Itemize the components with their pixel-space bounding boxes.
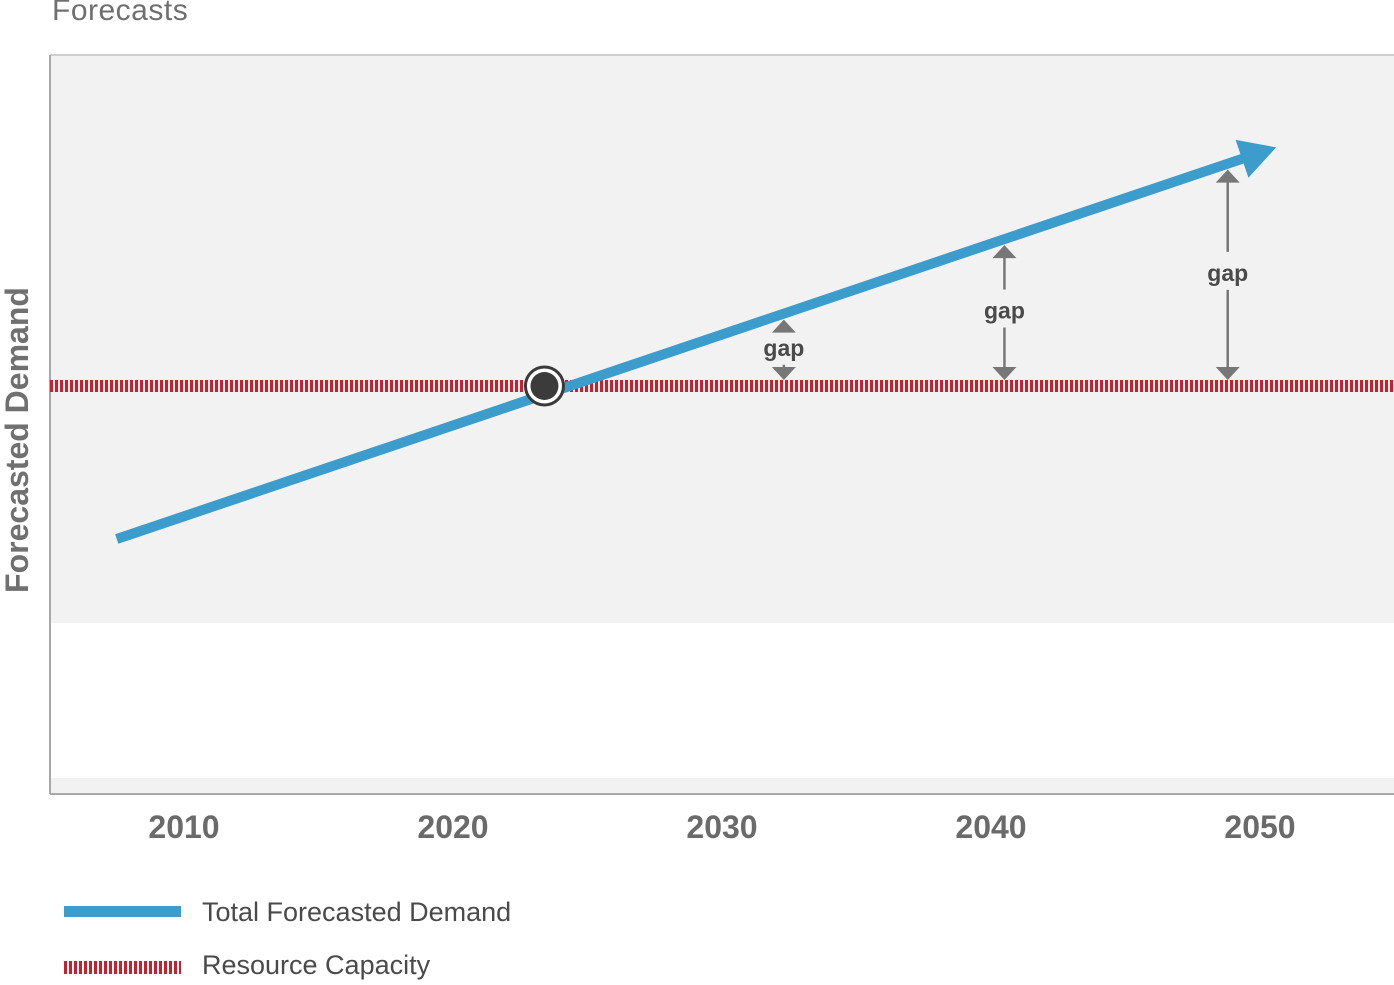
gap-annotation: gap [1207,169,1248,380]
gap-arrow-down [771,367,796,380]
legend-swatch-demand [64,906,181,917]
intersection-marker [530,372,559,400]
gap-arrow-down [1215,367,1240,380]
gap-label: gap [1207,260,1248,286]
x-tick-label: 2010 [148,809,219,845]
legend-label-capacity: Resource Capacity [202,950,431,980]
gap-arrow-up [771,319,796,333]
gap-label: gap [984,298,1025,324]
page-title: Forecasts [52,0,189,27]
demand-line [115,152,1248,544]
legend-swatch-capacity [64,961,181,974]
y-axis-label: Forecasted Demand [0,287,35,593]
gap-label: gap [763,335,804,361]
x-tick-label: 2050 [1224,809,1295,845]
x-tick-label: 2020 [417,809,488,845]
demand-arrow-head [1235,139,1277,178]
gap-annotation: gap [763,319,804,380]
gap-arrow-up [1215,169,1240,183]
legend-label-demand: Total Forecasted Demand [202,897,512,927]
gap-arrow-down [992,367,1017,380]
legend-item-capacity: Resource Capacity [64,945,664,985]
plot-bottom-band [50,778,1394,794]
gap-arrow-up [992,245,1017,259]
x-tick-label: 2040 [955,809,1026,845]
gap-annotation: gap [984,245,1025,380]
x-tick-label: 2030 [686,809,757,845]
legend-item-demand: Total Forecasted Demand [64,892,664,932]
plot-area-lower [50,623,1394,778]
